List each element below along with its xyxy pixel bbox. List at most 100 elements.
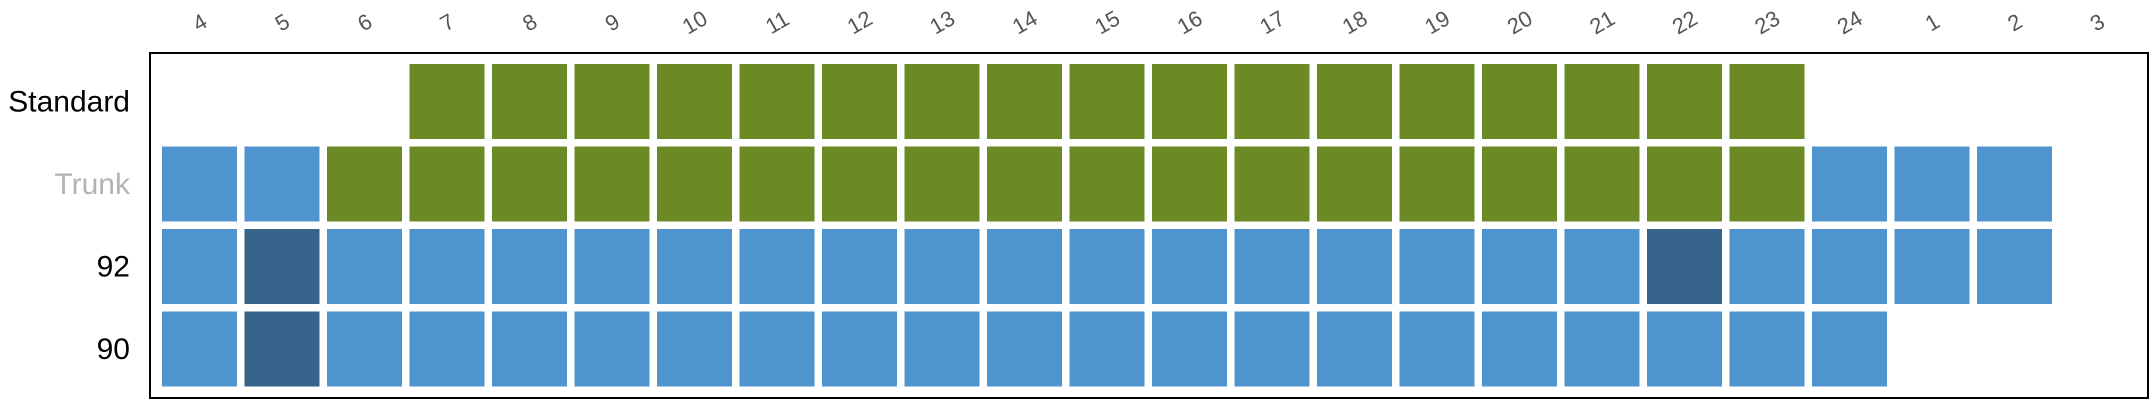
column-tick-label: 23: [1750, 5, 1784, 39]
heatmap-cell: [162, 311, 237, 387]
row-label: Trunk: [54, 168, 131, 201]
heatmap-cell: [1647, 229, 1722, 304]
heatmap-cell: [162, 146, 237, 222]
column-tick-label: 21: [1585, 5, 1619, 39]
heatmap-cell: [1234, 146, 1310, 222]
heatmap-cell: [1152, 146, 1227, 222]
column-tick-label: 18: [1338, 5, 1372, 39]
heatmap-cell: [492, 146, 567, 222]
heatmap-cell: [409, 229, 485, 304]
heatmap-cell: [1482, 64, 1557, 139]
row-label: 92: [97, 251, 130, 284]
column-tick-label: 7: [436, 9, 459, 37]
column-tick-label: 17: [1255, 5, 1289, 39]
heatmap-cell: [244, 229, 320, 304]
heatmap-cell: [1399, 146, 1475, 222]
heatmap-cell: [657, 311, 732, 387]
heatmap-cell: [492, 229, 567, 304]
column-tick-label: 20: [1503, 5, 1537, 39]
heatmap-cell: [1564, 64, 1640, 139]
heatmap-cell: [492, 311, 567, 387]
column-tick-label: 5: [271, 9, 294, 37]
heatmap-cell: [904, 229, 980, 304]
heatmap-cell: [327, 146, 402, 222]
column-tick-label: 1: [1921, 9, 1944, 37]
heatmap-cell: [409, 311, 485, 387]
heatmap-cell: [1729, 311, 1805, 387]
heatmap-cell: [1812, 229, 1887, 304]
heatmap-cell: [739, 229, 815, 304]
heatmap-cell: [492, 64, 567, 139]
heatmap-cell: [1564, 229, 1640, 304]
column-tick-label: 3: [2086, 9, 2109, 37]
heatmap-cell: [1152, 64, 1227, 139]
heatmap-cell: [1812, 146, 1887, 222]
heatmap-cell: [1069, 311, 1145, 387]
heatmap-cell: [1234, 64, 1310, 139]
heatmap-cell: [822, 229, 897, 304]
heatmap-cell: [1482, 146, 1557, 222]
heatmap-cells: [162, 64, 2052, 387]
column-tick-labels: 4 5 6 7 8 9 10 11 12 13 14 15 16 17 18 19 20 21 22 23 24 1 2 3: [188, 5, 2109, 39]
heatmap-cell: [409, 64, 485, 139]
heatmap-cell: [904, 146, 980, 222]
column-tick-label: 10: [678, 5, 712, 39]
heatmap-cell: [1234, 311, 1310, 387]
heatmap-cell: [1647, 311, 1722, 387]
heatmap-cell: [657, 229, 732, 304]
heatmap-cell: [1317, 146, 1392, 222]
heatmap-cell: [1729, 64, 1805, 139]
heatmap-cell: [739, 64, 815, 139]
column-tick-label: 11: [761, 6, 793, 39]
heatmap-cell: [1977, 146, 2052, 222]
heatmap-cell: [1399, 64, 1475, 139]
column-tick-label: 22: [1668, 5, 1702, 39]
heatmap-cell: [244, 146, 320, 222]
heatmap-cell: [1317, 229, 1392, 304]
heatmap-cell: [987, 146, 1062, 222]
heatmap-cell: [574, 146, 650, 222]
heatmap-cell: [1317, 64, 1392, 139]
heatmap-cell: [1647, 64, 1722, 139]
heatmap-cell: [1069, 229, 1145, 304]
heatmap-cell: [409, 146, 485, 222]
heatmap-cell: [1894, 229, 1970, 304]
plot-frame: [149, 52, 2149, 399]
heatmap-cell: [1152, 311, 1227, 387]
heatmap-cell: [1564, 146, 1640, 222]
heatmap-cell: [987, 229, 1062, 304]
heatmap-cell: [1482, 311, 1557, 387]
column-tick-label: 8: [518, 9, 541, 37]
heatmap-cell: [1069, 146, 1145, 222]
heatmap-cell: [657, 64, 732, 139]
column-tick-label: 12: [843, 5, 877, 39]
heatmap-cell: [1729, 146, 1805, 222]
heatmap-cell: [574, 229, 650, 304]
heatmap-cell: [1647, 146, 1722, 222]
heatmap-cell: [1069, 64, 1145, 139]
heatmap-cell: [574, 64, 650, 139]
heatmap-cell: [1812, 311, 1887, 387]
row-label: 90: [97, 333, 130, 366]
heatmap-cell: [162, 229, 237, 304]
column-tick-label: 2: [2003, 9, 2026, 37]
column-tick-label: 14: [1008, 5, 1042, 39]
column-tick-label: 6: [353, 9, 376, 37]
heatmap-cell: [1234, 229, 1310, 304]
heatmap-cell: [1729, 229, 1805, 304]
column-tick-label: 24: [1833, 5, 1867, 39]
row-label: Standard: [8, 86, 130, 119]
heatmap-cell: [574, 311, 650, 387]
heatmap-cell: [904, 311, 980, 387]
heatmap-cell: [987, 311, 1062, 387]
column-tick-label: 19: [1420, 5, 1454, 39]
column-tick-label: 9: [601, 9, 624, 37]
column-tick-label: 4: [188, 9, 211, 37]
column-tick-label: 16: [1173, 5, 1207, 39]
heatmap-cell: [739, 311, 815, 387]
heatmap-cell: [822, 64, 897, 139]
heatmap-cell: [822, 311, 897, 387]
heatmap-cell: [1152, 229, 1227, 304]
heatmap-cell: [244, 311, 320, 387]
